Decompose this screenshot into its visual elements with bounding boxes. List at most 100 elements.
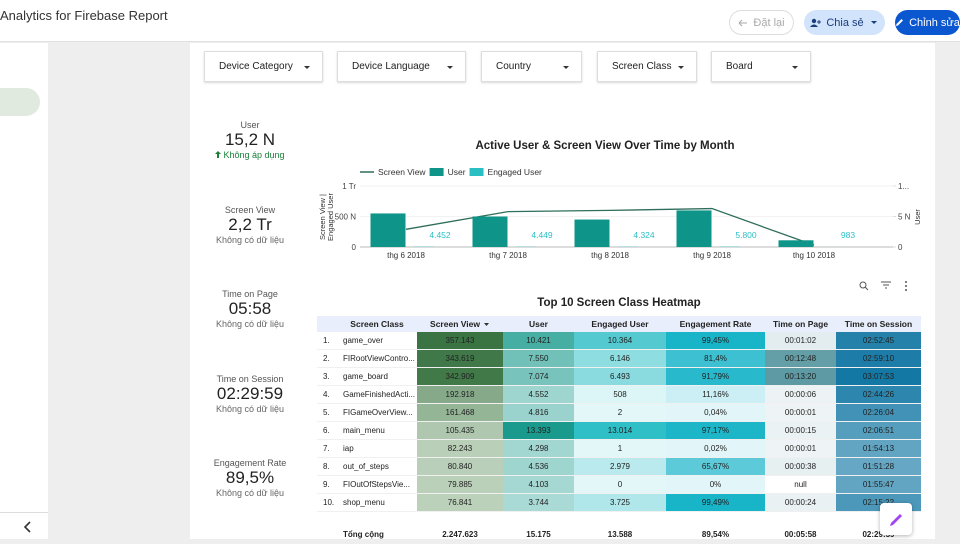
legend-label: User bbox=[448, 167, 466, 177]
table-cell: 5. bbox=[317, 404, 337, 422]
column-header[interactable]: Screen Class bbox=[337, 316, 417, 332]
table-cell: 10. bbox=[317, 494, 337, 512]
column-header[interactable]: Engaged User bbox=[574, 316, 666, 332]
bar-value-label: 4.324 bbox=[633, 230, 655, 240]
table-cell: 00:00:38 bbox=[765, 458, 836, 476]
x-tick-label: thg 7 2018 bbox=[489, 251, 527, 260]
table-cell: 4.103 bbox=[503, 476, 574, 494]
scorecard-value: 05:58 bbox=[190, 299, 310, 319]
bar bbox=[677, 210, 712, 247]
scorecard-label: Engagement Rate bbox=[190, 458, 310, 468]
y2-tick-label: 0 bbox=[898, 243, 903, 252]
table-cell: 00:00:15 bbox=[765, 422, 836, 440]
total-cell: Tổng cộng bbox=[337, 526, 417, 544]
table-toolbar[interactable] bbox=[857, 279, 917, 293]
table-cell: 00:13:20 bbox=[765, 368, 836, 386]
legend-swatch bbox=[430, 168, 444, 176]
table-cell: 6.146 bbox=[574, 350, 666, 368]
table-cell: 7.550 bbox=[503, 350, 574, 368]
bar-value-label: 983 bbox=[841, 230, 855, 240]
table-cell: 65,67% bbox=[666, 458, 765, 476]
table-cell: 00:00:01 bbox=[765, 404, 836, 422]
column-header[interactable]: Time on Page bbox=[765, 316, 836, 332]
table-cell: 81,4% bbox=[666, 350, 765, 368]
total-cell: 89,54% bbox=[666, 526, 765, 544]
side-divider bbox=[0, 512, 48, 513]
x-tick-label: thg 10 2018 bbox=[793, 251, 836, 260]
table-cell: 01:54:13 bbox=[836, 440, 921, 458]
column-header[interactable]: Time on Session bbox=[836, 316, 921, 332]
table-cell: GameFinishedActi... bbox=[337, 386, 417, 404]
table-cell: 03:07:53 bbox=[836, 368, 921, 386]
table-cell: 91,79% bbox=[666, 368, 765, 386]
table-cell: 4.816 bbox=[503, 404, 574, 422]
table-cell: 7.074 bbox=[503, 368, 574, 386]
x-tick-label: thg 8 2018 bbox=[591, 251, 629, 260]
table-cell: 97,17% bbox=[666, 422, 765, 440]
table-cell: 1. bbox=[317, 332, 337, 350]
collapse-icon[interactable] bbox=[23, 521, 33, 533]
table-cell: FIRootViewContro... bbox=[337, 350, 417, 368]
table-cell: 4.536 bbox=[503, 458, 574, 476]
table-cell: 6.493 bbox=[574, 368, 666, 386]
column-header[interactable]: Engagement Rate bbox=[666, 316, 765, 332]
table-cell: 02:44:26 bbox=[836, 386, 921, 404]
table-cell: 02:59:10 bbox=[836, 350, 921, 368]
table-cell: 10.421 bbox=[503, 332, 574, 350]
table-cell: main_menu bbox=[337, 422, 417, 440]
scorecard-value: 02:29:59 bbox=[190, 384, 310, 404]
table-cell: 6. bbox=[317, 422, 337, 440]
table-cell: 508 bbox=[574, 386, 666, 404]
total-cell: 15.175 bbox=[503, 526, 574, 544]
total-cell: 2.247.623 bbox=[417, 526, 503, 544]
y2-tick-label: 1... bbox=[898, 182, 909, 191]
legend-item: Screen View bbox=[360, 167, 426, 177]
table-cell: 4.552 bbox=[503, 386, 574, 404]
column-header[interactable]: Screen View bbox=[417, 316, 503, 332]
table-cell: 3. bbox=[317, 368, 337, 386]
table-cell: 00:00:01 bbox=[765, 440, 836, 458]
table-cell: 01:51:28 bbox=[836, 458, 921, 476]
combo-chart: Active User & Screen View Over Time by M… bbox=[0, 0, 960, 290]
chart-title: Active User & Screen View Over Time by M… bbox=[475, 140, 734, 152]
table-cell: 3.744 bbox=[503, 494, 574, 512]
sort-icon bbox=[483, 322, 490, 327]
pen-icon bbox=[880, 503, 912, 535]
scorecard-label: Time on Session bbox=[190, 374, 310, 384]
table-cell: 00:00:06 bbox=[765, 386, 836, 404]
table-cell: game_board bbox=[337, 368, 417, 386]
scorecard-label: Time on Page bbox=[190, 289, 310, 299]
table-cell: 2 bbox=[574, 404, 666, 422]
total-cell: 00:05:58 bbox=[765, 526, 836, 544]
table-cell: 7. bbox=[317, 440, 337, 458]
table-cell: iap bbox=[337, 440, 417, 458]
table-cell: 3.725 bbox=[574, 494, 666, 512]
bar bbox=[575, 220, 610, 247]
table-cell: game_over bbox=[337, 332, 417, 350]
table-cell: 99,49% bbox=[666, 494, 765, 512]
table-cell: 02:06:51 bbox=[836, 422, 921, 440]
bar bbox=[371, 213, 406, 247]
legend-label: Engaged User bbox=[488, 167, 543, 177]
table-title: Top 10 Screen Class Heatmap bbox=[317, 297, 921, 309]
table-cell: 02:26:04 bbox=[836, 404, 921, 422]
table-cell: 1 bbox=[574, 440, 666, 458]
table-cell: FIGameOverView... bbox=[337, 404, 417, 422]
floating-edit-button[interactable] bbox=[880, 503, 912, 535]
table-cell: 00:12:48 bbox=[765, 350, 836, 368]
table-cell: 10.364 bbox=[574, 332, 666, 350]
table-cell: 0,02% bbox=[666, 440, 765, 458]
bar-value-label: 4.449 bbox=[531, 230, 553, 240]
table-cell: 161.468 bbox=[417, 404, 503, 422]
legend-item: Engaged User bbox=[470, 167, 543, 177]
total-cell: 13.588 bbox=[574, 526, 666, 544]
y-tick-label: 0 bbox=[352, 243, 357, 252]
column-header[interactable]: User bbox=[503, 316, 574, 332]
table-cell: 9. bbox=[317, 476, 337, 494]
y2-axis-title: User bbox=[913, 209, 922, 225]
table-cell: 80.840 bbox=[417, 458, 503, 476]
table-cell: 13.393 bbox=[503, 422, 574, 440]
table-cell: 13.014 bbox=[574, 422, 666, 440]
legend-swatch bbox=[470, 168, 484, 176]
